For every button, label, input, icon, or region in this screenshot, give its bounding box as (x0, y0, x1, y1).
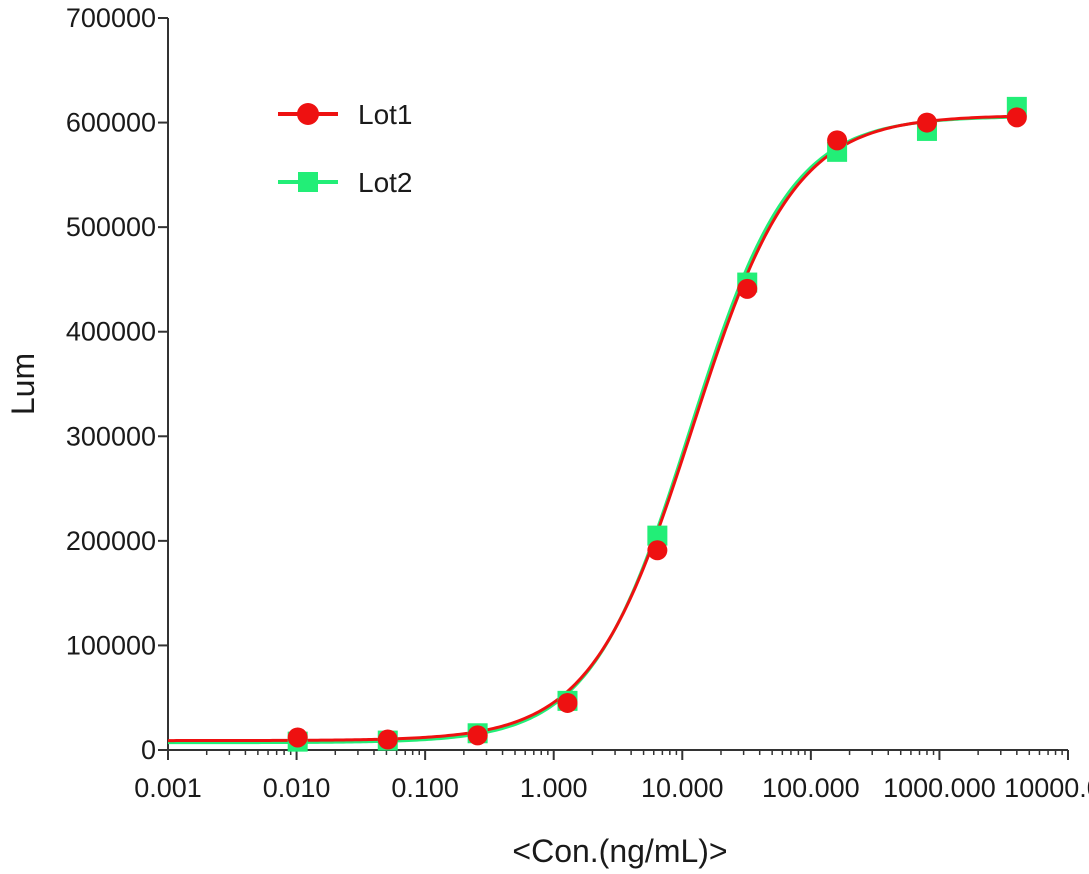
x-tick-label: 10000.000 (1004, 773, 1089, 803)
fit-curve-lot1 (168, 114, 1017, 743)
y-tick-label: 500000 (66, 212, 156, 242)
x-tick-label: 10.000 (641, 773, 724, 803)
axes: 0 100000 200000 300000 400000 500000 600000 700… (66, 3, 1089, 803)
point-lot1 (916, 112, 937, 133)
point-lot1 (827, 130, 848, 151)
point-lot1 (377, 729, 398, 750)
x-tick-label: 0.010 (263, 773, 331, 803)
point-lot2 (647, 525, 668, 546)
point-lot1 (467, 725, 488, 746)
x-tick-label: 0.001 (134, 773, 202, 803)
x-ticks: 0.001 0.010 0.100 1.000 10.000 100.000 1000.00… (134, 750, 1089, 803)
legend-marker-circle (297, 103, 319, 125)
point-lot1 (557, 692, 578, 713)
y-tick-label: 100000 (66, 630, 156, 660)
legend-label: Lot2 (358, 167, 413, 198)
fit-curves (168, 114, 1017, 745)
x-tick-label: 0.100 (391, 773, 459, 803)
legend: Lot1 Lot2 (278, 99, 413, 198)
y-tick-label: 200000 (66, 526, 156, 556)
y-tick-label: 0 (141, 735, 156, 765)
x-axis-title: <Con.(ng/mL)> (512, 833, 727, 869)
x-tick-label: 1.000 (520, 773, 588, 803)
point-lot1 (1006, 107, 1027, 128)
legend-item-lot1: Lot1 (278, 99, 413, 130)
legend-label: Lot1 (358, 99, 413, 130)
x-tick-label: 100.000 (762, 773, 860, 803)
data-points (287, 96, 1027, 752)
legend-marker-square (298, 172, 318, 192)
y-axis-title: Lum (5, 353, 41, 415)
y-ticks: 0 100000 200000 300000 400000 500000 600000 700… (66, 3, 168, 765)
fit-curve-lot2 (168, 115, 1017, 745)
point-lot1 (287, 727, 308, 748)
legend-item-lot2: Lot2 (278, 167, 413, 198)
point-lot1 (737, 278, 758, 299)
point-lot1 (647, 540, 668, 561)
x-tick-label: 1000.000 (883, 773, 996, 803)
y-tick-label: 600000 (66, 108, 156, 138)
y-tick-label: 700000 (66, 3, 156, 33)
y-tick-label: 400000 (66, 317, 156, 347)
y-tick-label: 300000 (66, 421, 156, 451)
